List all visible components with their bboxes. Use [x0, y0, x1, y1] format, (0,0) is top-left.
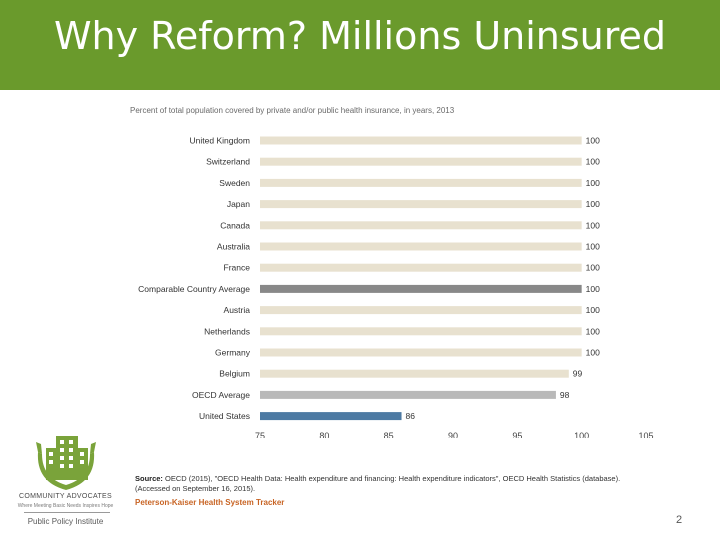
- category-label: Belgium: [219, 369, 250, 379]
- category-label: United Kingdom: [190, 136, 250, 146]
- bar-belgium: [260, 369, 569, 378]
- building-icon: [46, 436, 88, 480]
- bar-switzerland: [260, 157, 582, 166]
- value-label: 100: [586, 242, 600, 252]
- bar-japan: [260, 200, 582, 209]
- value-label: 100: [586, 199, 600, 209]
- slide-title: Why Reform? Millions Uninsured: [53, 14, 667, 58]
- value-label: 100: [586, 157, 600, 167]
- logo-institute: Public Policy Institute: [27, 517, 104, 526]
- value-label: 100: [586, 263, 600, 273]
- x-tick-label: 100: [574, 431, 589, 438]
- category-label: Netherlands: [204, 326, 250, 336]
- title-bar: Why Reform? Millions Uninsured: [0, 0, 720, 90]
- bar-france: [260, 263, 582, 272]
- category-label: Switzerland: [206, 157, 250, 167]
- x-tick-label: 95: [512, 431, 522, 438]
- value-label: 100: [586, 284, 600, 294]
- bar-oecd-average: [260, 390, 556, 399]
- source-text: OECD (2015), "OECD Health Data: Health e…: [135, 474, 621, 493]
- value-label: 100: [586, 326, 600, 336]
- bar-sweden: [260, 178, 582, 187]
- category-label: Austria: [224, 305, 251, 315]
- category-labels-group: United Kingdom Switzerland Sweden Japan Cana…: [138, 136, 251, 422]
- tracker-credit: Peterson-Kaiser Health System Tracker: [135, 498, 285, 507]
- bar-canada: [260, 221, 582, 230]
- category-label: Germany: [215, 348, 251, 358]
- bar-netherlands: [260, 327, 582, 336]
- chart-title: Percent of total population covered by p…: [130, 106, 455, 115]
- logo-name: COMMUNITY ADVOCATES: [19, 493, 112, 500]
- bar-austria: [260, 306, 582, 315]
- x-ticks-group: 75 80 85 90 95 100 105: [255, 431, 654, 438]
- x-tick-label: 90: [448, 431, 458, 438]
- bar-united-states: [260, 412, 402, 421]
- value-label: 100: [586, 220, 600, 230]
- logo-divider: [24, 512, 110, 513]
- category-label: Canada: [220, 220, 250, 230]
- value-label: 100: [586, 178, 600, 188]
- category-label: Sweden: [219, 178, 250, 188]
- category-label: Australia: [217, 242, 250, 252]
- x-tick-label: 75: [255, 431, 265, 438]
- bar-germany: [260, 348, 582, 357]
- x-tick-label: 85: [384, 431, 394, 438]
- value-label: 86: [406, 411, 416, 421]
- value-label: 100: [586, 136, 600, 146]
- value-label: 100: [586, 348, 600, 358]
- bars-group: [260, 136, 582, 421]
- page-number: 2: [676, 514, 683, 526]
- category-label: France: [224, 263, 251, 273]
- x-tick-label: 105: [638, 431, 653, 438]
- bar-united-kingdom: [260, 136, 582, 145]
- category-label: United States: [199, 411, 250, 421]
- bar-comparable-country-average: [260, 284, 582, 293]
- category-label: Comparable Country Average: [138, 284, 250, 294]
- value-label: 99: [573, 369, 583, 379]
- community-advocates-logo: [36, 436, 96, 490]
- logo-tagline: Where Meeting Basic Needs Inspires Hope: [17, 503, 114, 509]
- value-label: 100: [586, 305, 600, 315]
- source-note: Source: OECD (2015), "OECD Health Data: …: [135, 474, 635, 494]
- bar-australia: [260, 242, 582, 251]
- value-labels-group: 100 100 100 100 100 100 100 100 100 100 100 99 98 86: [406, 136, 601, 422]
- value-label: 98: [560, 390, 570, 400]
- source-label: Source:: [135, 474, 163, 483]
- bar-chart: United Kingdom Switzerland Sweden Japan Cana…: [138, 136, 654, 439]
- x-tick-label: 80: [319, 431, 329, 438]
- hands-icon: [36, 442, 96, 490]
- category-label: Japan: [227, 199, 250, 209]
- category-label: OECD Average: [192, 390, 250, 400]
